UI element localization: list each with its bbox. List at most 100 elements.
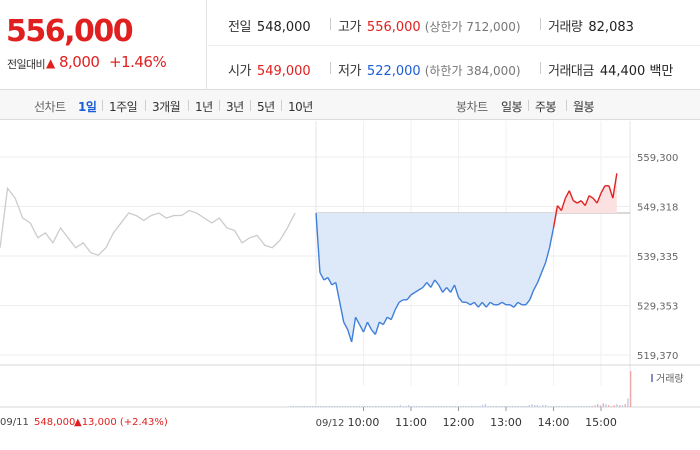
volume-bar bbox=[295, 406, 297, 407]
below-reference-fill bbox=[316, 173, 617, 342]
today-segment bbox=[489, 301, 495, 306]
volume-bar bbox=[394, 406, 396, 407]
y-axis: 559,300 549,318 539,335 529,353 519,370 bbox=[637, 153, 678, 362]
today-segment bbox=[410, 291, 416, 296]
volume-bar bbox=[418, 406, 421, 407]
volume-bar bbox=[523, 406, 525, 407]
today-segment bbox=[442, 286, 448, 293]
divider bbox=[540, 18, 541, 30]
today-segment bbox=[434, 279, 440, 286]
today-segment bbox=[378, 321, 384, 326]
volume-bar bbox=[512, 406, 514, 407]
tab-divider bbox=[528, 100, 529, 111]
today-segment bbox=[584, 195, 590, 206]
today-segment bbox=[497, 301, 503, 306]
volume-bar bbox=[446, 406, 448, 407]
y-tick-label: 559,300 bbox=[637, 153, 678, 164]
today-segment bbox=[596, 192, 602, 204]
volume-bar bbox=[375, 406, 377, 407]
volume-bar bbox=[572, 406, 574, 407]
volume-bar bbox=[460, 406, 462, 407]
tab-3-month[interactable]: 3개월 bbox=[152, 100, 181, 114]
volume-bar bbox=[309, 406, 311, 407]
volume-bar bbox=[627, 398, 629, 407]
today-segment bbox=[327, 277, 333, 286]
volume-bar bbox=[536, 405, 539, 407]
volume-bar bbox=[564, 406, 566, 407]
tab-weekly-candle[interactable]: 주봉 bbox=[535, 100, 557, 114]
today-segment bbox=[564, 190, 570, 199]
volume-bar bbox=[531, 404, 533, 407]
y-tick-label: 539,335 bbox=[637, 252, 678, 263]
volume-bar bbox=[331, 406, 333, 407]
volume-bar bbox=[597, 404, 599, 407]
today-segment bbox=[612, 173, 618, 199]
turnover-value: 44,400 백만 bbox=[599, 64, 674, 79]
volume-bar bbox=[487, 406, 489, 407]
tab-1-day[interactable]: 1일 bbox=[78, 100, 97, 114]
volume-bar bbox=[410, 406, 412, 407]
volume-bar bbox=[462, 406, 465, 407]
change-label: 전일대비 bbox=[7, 58, 46, 71]
volume-bar bbox=[322, 406, 325, 407]
volume-bar bbox=[333, 406, 336, 407]
change-percent: +1.46% bbox=[109, 53, 167, 71]
today-segment bbox=[343, 321, 349, 330]
today-segment bbox=[358, 324, 365, 333]
x-tick-label: 10:00 bbox=[348, 416, 380, 429]
volume-bar bbox=[355, 406, 358, 407]
upper-limit: (상한가 712,000) bbox=[424, 20, 521, 34]
prev-close-cell: 전일 548,000 bbox=[228, 16, 311, 35]
today-segment bbox=[580, 200, 586, 207]
volume-bar bbox=[577, 406, 580, 407]
turnover-label: 거래대금 bbox=[548, 64, 594, 79]
tab-daily-candle[interactable]: 일봉 bbox=[501, 100, 523, 114]
volume-bar bbox=[613, 405, 615, 407]
current-price: 556,000 bbox=[6, 14, 134, 49]
volume-bar bbox=[470, 406, 473, 407]
today-segment bbox=[390, 309, 396, 320]
volume-bar bbox=[561, 406, 563, 407]
volume-bar bbox=[605, 404, 607, 407]
prev-change-label: ▲13,000 (+2.43%) bbox=[74, 417, 168, 428]
volume-bar bbox=[492, 406, 495, 407]
volume-bar bbox=[495, 406, 497, 407]
volume-panel: 거래량 bbox=[0, 364, 700, 408]
volume-bar bbox=[424, 406, 426, 407]
volume-bar bbox=[583, 406, 585, 407]
today-segment bbox=[481, 301, 487, 308]
volume-bar bbox=[364, 406, 366, 407]
volume-bar bbox=[616, 404, 618, 407]
tab-5-year[interactable]: 5년 bbox=[257, 100, 275, 114]
volume-bar bbox=[311, 406, 314, 407]
volume-bar bbox=[347, 406, 349, 407]
today-line bbox=[315, 173, 618, 343]
above-area bbox=[316, 173, 617, 214]
tab-3-year[interactable]: 3년 bbox=[226, 100, 244, 114]
current-price-box: 556,000 전일대비 ▲ 8,000 +1.46% bbox=[0, 0, 207, 90]
today-segment bbox=[350, 317, 357, 343]
volume-bar bbox=[290, 406, 292, 407]
today-segment bbox=[370, 329, 376, 335]
today-segment bbox=[588, 195, 594, 199]
today-segment bbox=[470, 301, 475, 306]
prev-date-label: 09/11 bbox=[0, 417, 29, 428]
volume-bar bbox=[528, 405, 530, 407]
volume-bar bbox=[451, 406, 454, 407]
tab-10-year[interactable]: 10년 bbox=[288, 100, 313, 114]
volume-bar bbox=[339, 406, 341, 407]
today-segment bbox=[422, 282, 428, 288]
tab-1-year[interactable]: 1년 bbox=[195, 100, 213, 114]
tab-monthly-candle[interactable]: 월봉 bbox=[573, 100, 595, 114]
volume-bar bbox=[509, 406, 511, 407]
quote-summary: 556,000 전일대비 ▲ 8,000 +1.46% 전일 548,000 고가… bbox=[0, 0, 700, 90]
today-segment bbox=[568, 190, 574, 201]
tab-1-week[interactable]: 1주일 bbox=[109, 100, 138, 114]
today-segment bbox=[319, 272, 325, 281]
volume-legend-swatch bbox=[651, 374, 653, 382]
volume-bar bbox=[517, 406, 519, 407]
below-area bbox=[316, 213, 617, 342]
volume-bar bbox=[317, 406, 319, 407]
low-cell: 저가 522,000 (하한가 384,000) bbox=[338, 60, 521, 79]
